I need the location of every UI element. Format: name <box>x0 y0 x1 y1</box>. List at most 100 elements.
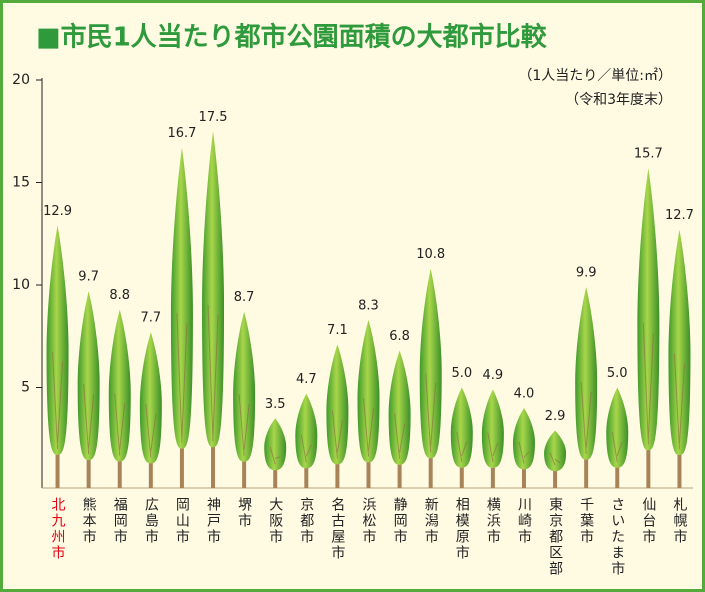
tree <box>264 418 287 488</box>
tree <box>575 287 598 488</box>
branch <box>176 313 188 443</box>
tree <box>202 131 225 488</box>
subtitle: （1人当たり／単位:㎡） <box>518 68 672 84</box>
foliage <box>357 319 380 463</box>
branch <box>456 431 468 462</box>
branch <box>331 410 343 459</box>
foliage <box>46 225 69 455</box>
x-tick-label: 堺市 <box>236 497 252 529</box>
tree <box>108 309 131 488</box>
branch <box>549 452 561 466</box>
value-label: 8.3 <box>358 298 379 313</box>
foliage <box>544 430 567 472</box>
value-label: 12.7 <box>665 208 694 223</box>
x-tick-label: 東京都区部 <box>547 497 563 577</box>
value-label: 10.8 <box>416 247 445 262</box>
value-label: 4.0 <box>514 387 535 402</box>
foliage <box>388 350 411 465</box>
x-tick-label: 広島市 <box>143 497 159 545</box>
chart-title: ■市民1人当たり都市公園面積の大都市比較 <box>36 22 548 53</box>
branch <box>425 372 437 453</box>
tree <box>326 344 349 488</box>
tree <box>637 168 660 488</box>
value-label: 6.8 <box>389 329 410 344</box>
value-label: 4.7 <box>296 372 317 387</box>
x-tick-label: 千葉市 <box>578 497 594 545</box>
x-tick-label: 相模原市 <box>454 497 470 561</box>
x-tick-label: さいたま市 <box>609 497 625 577</box>
tree <box>450 387 473 488</box>
branch <box>642 323 654 445</box>
foliage <box>575 287 598 460</box>
x-tick-label: 仙台市 <box>640 497 656 545</box>
x-tick-label: 横浜市 <box>485 497 501 545</box>
value-label: 15.7 <box>634 147 663 162</box>
x-tick-label: 大阪市 <box>267 497 283 545</box>
x-tick-label: 福岡市 <box>112 497 128 545</box>
tree <box>512 408 535 488</box>
foliage <box>108 309 131 462</box>
tree <box>388 350 411 488</box>
branch <box>673 353 685 450</box>
foliage <box>233 311 256 462</box>
x-tick-label: 新潟市 <box>423 497 439 545</box>
foliage <box>295 393 318 469</box>
foliage <box>419 268 442 459</box>
x-tick-label: 京都市 <box>298 497 314 545</box>
tree <box>170 147 193 488</box>
foliage <box>606 387 629 468</box>
foliage <box>202 131 225 448</box>
x-tick-label: 浜松市 <box>361 497 377 545</box>
value-label: 5.0 <box>607 366 628 381</box>
branch <box>145 404 157 458</box>
foliage <box>170 147 193 449</box>
branch <box>300 434 312 463</box>
x-tick-label: 岡山市 <box>174 497 190 545</box>
foliage <box>668 229 691 456</box>
branch <box>52 351 64 449</box>
note: （令和3年度末） <box>565 92 672 108</box>
y-tick-label: 20 <box>12 72 30 88</box>
value-label: 8.8 <box>109 288 130 303</box>
value-label: 9.9 <box>576 266 597 281</box>
x-tick-label: 札幌市 <box>671 497 687 545</box>
branch <box>269 446 281 465</box>
branch <box>207 305 219 442</box>
foliage <box>264 418 287 471</box>
branch <box>487 432 499 463</box>
foliage <box>481 389 504 468</box>
x-tick-label: 名古屋市 <box>329 497 345 561</box>
y-tick-label: 15 <box>12 175 30 191</box>
value-label: 5.0 <box>451 366 472 381</box>
y-tick-label: 5 <box>21 380 30 396</box>
value-label: 16.7 <box>167 126 196 141</box>
branch <box>580 382 592 454</box>
tree <box>606 387 629 488</box>
foliage <box>637 168 660 451</box>
branch <box>238 394 250 456</box>
value-label: 7.7 <box>140 311 161 326</box>
value-label: 3.5 <box>265 397 286 412</box>
branch <box>83 384 95 455</box>
value-label: 7.1 <box>327 323 348 338</box>
foliage <box>326 344 349 465</box>
tree <box>357 319 380 488</box>
branch <box>114 393 126 456</box>
tree <box>77 291 100 488</box>
branch <box>394 413 406 459</box>
x-tick-label: 静岡市 <box>392 497 408 545</box>
branch <box>518 441 530 464</box>
x-tick-label: 北九州市 <box>50 497 66 561</box>
value-label: 8.7 <box>234 290 255 305</box>
x-tick-label: 熊本市 <box>81 497 97 545</box>
value-label: 12.9 <box>43 204 72 219</box>
tree <box>295 393 318 488</box>
value-label: 17.5 <box>199 110 228 125</box>
tree <box>233 311 256 488</box>
branch <box>363 398 374 457</box>
value-label: 2.9 <box>545 409 566 424</box>
tree <box>668 229 691 488</box>
y-tick-label: 10 <box>12 277 30 293</box>
value-label: 9.7 <box>78 270 99 285</box>
